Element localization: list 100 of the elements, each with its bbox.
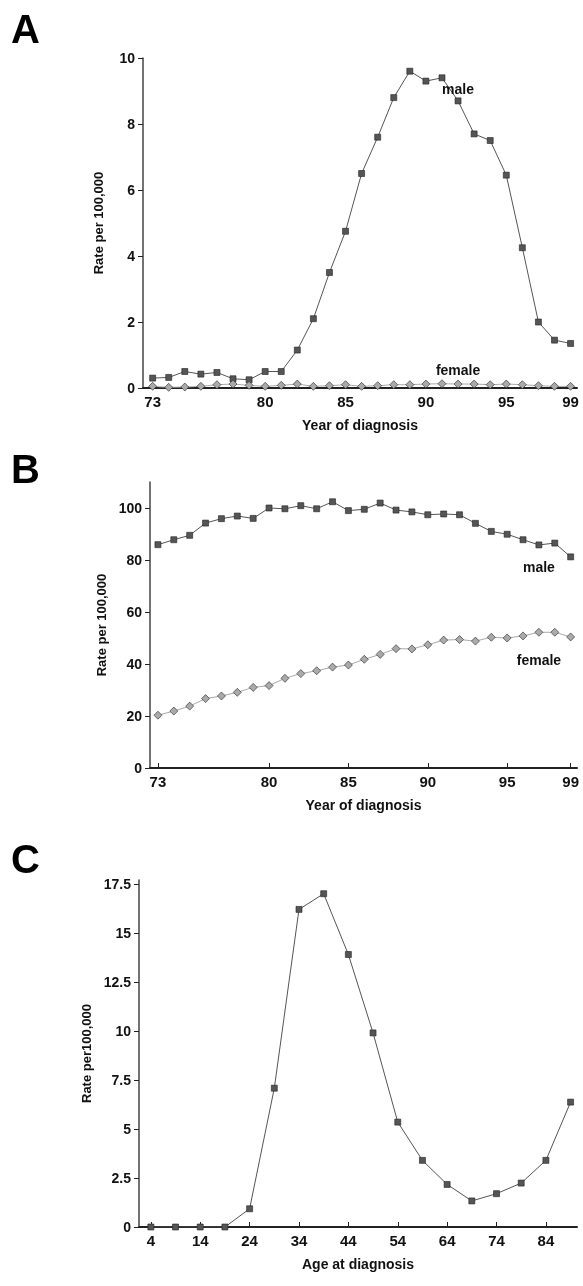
chart-title: A [11, 7, 40, 51]
y-tick-label: 4 [127, 248, 136, 264]
point [535, 318, 542, 326]
point [218, 515, 225, 522]
point [196, 1223, 204, 1231]
point [271, 1084, 278, 1092]
point [550, 382, 559, 391]
y-axis-title: Rate per 100,000 [93, 573, 109, 677]
x-tick-label: 90 [419, 773, 437, 790]
point [297, 502, 305, 509]
point [281, 505, 289, 513]
point [149, 374, 156, 382]
point [342, 227, 349, 235]
point [202, 519, 209, 527]
x-tick-label: 73 [149, 773, 167, 790]
y-tick-label: 5 [123, 1120, 132, 1137]
point [421, 379, 431, 389]
point [261, 368, 269, 375]
series-label: male [522, 558, 556, 575]
point [535, 541, 543, 549]
point [542, 1157, 550, 1164]
point [456, 511, 463, 519]
y-tick-label: 20 [126, 708, 143, 724]
point [389, 380, 399, 389]
point [501, 379, 511, 389]
point [493, 1190, 500, 1197]
y-tick-label: 0 [123, 1219, 132, 1235]
point [294, 346, 301, 354]
point [309, 382, 318, 391]
point [234, 512, 241, 520]
point [360, 506, 368, 513]
point [276, 381, 286, 390]
point [197, 370, 205, 378]
point [277, 368, 285, 375]
point [550, 627, 560, 637]
point [359, 655, 369, 664]
point [486, 632, 496, 642]
point [280, 674, 290, 683]
point [320, 890, 327, 898]
point [165, 374, 173, 381]
point [423, 640, 433, 650]
point [408, 508, 416, 516]
x-tick-label: 85 [340, 773, 357, 790]
point [373, 381, 382, 390]
x-tick-label: 34 [290, 1232, 308, 1249]
x-tick-label: 14 [191, 1232, 210, 1249]
point [534, 627, 544, 637]
point [390, 94, 398, 101]
point [345, 951, 352, 958]
y-tick-label: 60 [126, 604, 143, 620]
point [153, 710, 163, 720]
x-tick-label: 64 [438, 1232, 457, 1249]
point [468, 1197, 476, 1205]
point [519, 244, 526, 252]
point [148, 382, 157, 391]
y-axis-title: Rate per100,000 [78, 1003, 94, 1104]
point [424, 511, 432, 519]
y-axis-title: Rate per 100,000 [91, 171, 106, 275]
y-tick-label: 80 [126, 552, 143, 568]
point [186, 532, 193, 539]
point [328, 662, 337, 672]
x-tick-label: 54 [389, 1232, 407, 1249]
point [213, 369, 221, 376]
y-tick-label: 7.5 [111, 1071, 132, 1088]
point [196, 382, 206, 391]
point [453, 379, 463, 389]
x-tick-label: 85 [337, 393, 354, 410]
y-tick-label: 2.5 [111, 1169, 132, 1186]
point [519, 536, 527, 544]
x-tick-label: 44 [340, 1232, 358, 1249]
point [566, 632, 575, 642]
x-axis-title: Year of diagnosis [302, 417, 419, 433]
point [567, 1098, 574, 1106]
x-axis-title: Year of diagnosis [305, 797, 422, 813]
x-tick-label: 90 [417, 393, 435, 410]
y-tick-label: 0 [127, 380, 136, 396]
y-tick-label: 15 [115, 924, 132, 941]
point [439, 635, 448, 645]
y-tick-label: 40 [126, 656, 143, 672]
point [341, 380, 350, 389]
point [443, 1181, 451, 1188]
point [517, 1179, 525, 1187]
point [394, 1118, 402, 1126]
point [180, 382, 190, 392]
point [312, 666, 321, 676]
point [406, 67, 414, 75]
point [181, 368, 189, 375]
point [407, 644, 417, 654]
point [470, 130, 478, 138]
point [503, 530, 511, 538]
point [310, 315, 317, 322]
point [518, 631, 528, 641]
point [233, 688, 242, 697]
x-tick-label: 99 [562, 393, 579, 410]
point [454, 97, 462, 105]
x-tick-label: 74 [488, 1232, 506, 1249]
x-tick-label: 95 [497, 393, 515, 410]
point [296, 669, 306, 678]
point [295, 906, 303, 913]
point [244, 381, 254, 390]
